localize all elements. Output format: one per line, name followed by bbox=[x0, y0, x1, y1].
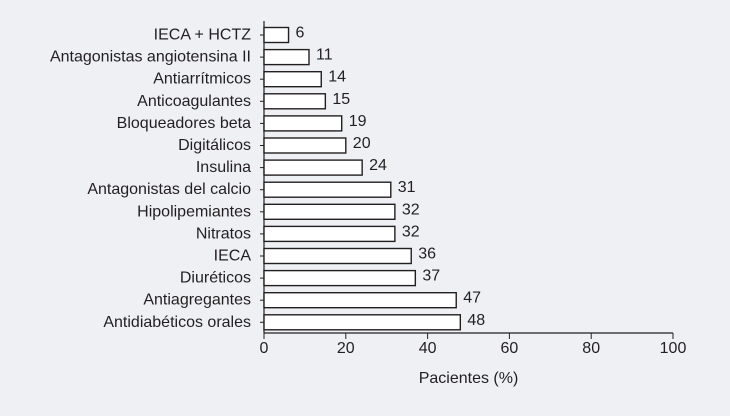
bar bbox=[263, 292, 457, 309]
y-axis: IECA + HCTZ Antagonistas angiotensina II A… bbox=[50, 21, 265, 333]
bar-value-label: 36 bbox=[418, 246, 436, 263]
bar-value-label: 14 bbox=[328, 69, 346, 86]
bar bbox=[263, 26, 290, 44]
bar bbox=[263, 137, 347, 154]
bar-value-label: 20 bbox=[353, 135, 371, 152]
bar bbox=[263, 70, 322, 88]
category-label: Anticoagulantes bbox=[137, 93, 251, 110]
bars: 6 11 14 15 19 20 24 31 32 32 36 37 47 48 bbox=[263, 25, 485, 331]
category-label: Antiarrítmicos bbox=[153, 71, 251, 88]
bar-value-label: 31 bbox=[398, 179, 416, 196]
x-tick-label: 40 bbox=[419, 340, 437, 357]
bar-value-label: 6 bbox=[296, 25, 305, 42]
bar-value-label: 19 bbox=[349, 113, 367, 130]
category-label: Antagonistas angiotensina II bbox=[50, 49, 251, 66]
bar-value-label: 32 bbox=[402, 201, 420, 218]
bar bbox=[263, 115, 343, 132]
category-label: Antidiabéticos orales bbox=[103, 314, 251, 331]
category-label: Bloqueadores beta bbox=[117, 115, 251, 132]
bar bbox=[263, 159, 363, 176]
category-label: IECA + HCTZ bbox=[154, 27, 252, 44]
bar bbox=[263, 225, 396, 243]
bar bbox=[263, 203, 396, 221]
bar bbox=[263, 181, 392, 198]
x-tick-label: 20 bbox=[337, 340, 355, 357]
bar-value-label: 32 bbox=[402, 223, 420, 240]
bar-value-label: 47 bbox=[463, 290, 481, 307]
bar bbox=[263, 314, 462, 331]
category-label: Insulina bbox=[196, 159, 251, 176]
category-label: Nitratos bbox=[196, 225, 251, 242]
bar bbox=[263, 48, 310, 66]
bar bbox=[263, 93, 327, 110]
bar-value-label: 37 bbox=[422, 268, 440, 285]
x-tick-label: 60 bbox=[501, 340, 519, 357]
bar-value-label: 24 bbox=[369, 157, 387, 174]
bar-value-label: 11 bbox=[316, 47, 333, 64]
category-label: Digitálicos bbox=[178, 137, 251, 154]
category-label: Diuréticos bbox=[180, 270, 251, 287]
x-tick-label: 100 bbox=[660, 340, 687, 357]
x-tick-label: 80 bbox=[582, 340, 600, 357]
category-label: Antiagregantes bbox=[143, 292, 251, 309]
bar bbox=[263, 247, 412, 265]
x-axis-title: Pacientes (%) bbox=[419, 370, 519, 387]
bar-value-label: 15 bbox=[332, 91, 350, 108]
x-tick-label: 0 bbox=[260, 340, 269, 357]
category-label: Antagonistas del calcio bbox=[87, 181, 251, 198]
bar bbox=[263, 269, 417, 287]
category-label: Hipolipemiantes bbox=[137, 203, 251, 220]
category-label: IECA bbox=[214, 248, 252, 265]
bar-value-label: 48 bbox=[467, 312, 485, 329]
x-axis: 0 20 40 60 80 100 bbox=[260, 332, 687, 357]
